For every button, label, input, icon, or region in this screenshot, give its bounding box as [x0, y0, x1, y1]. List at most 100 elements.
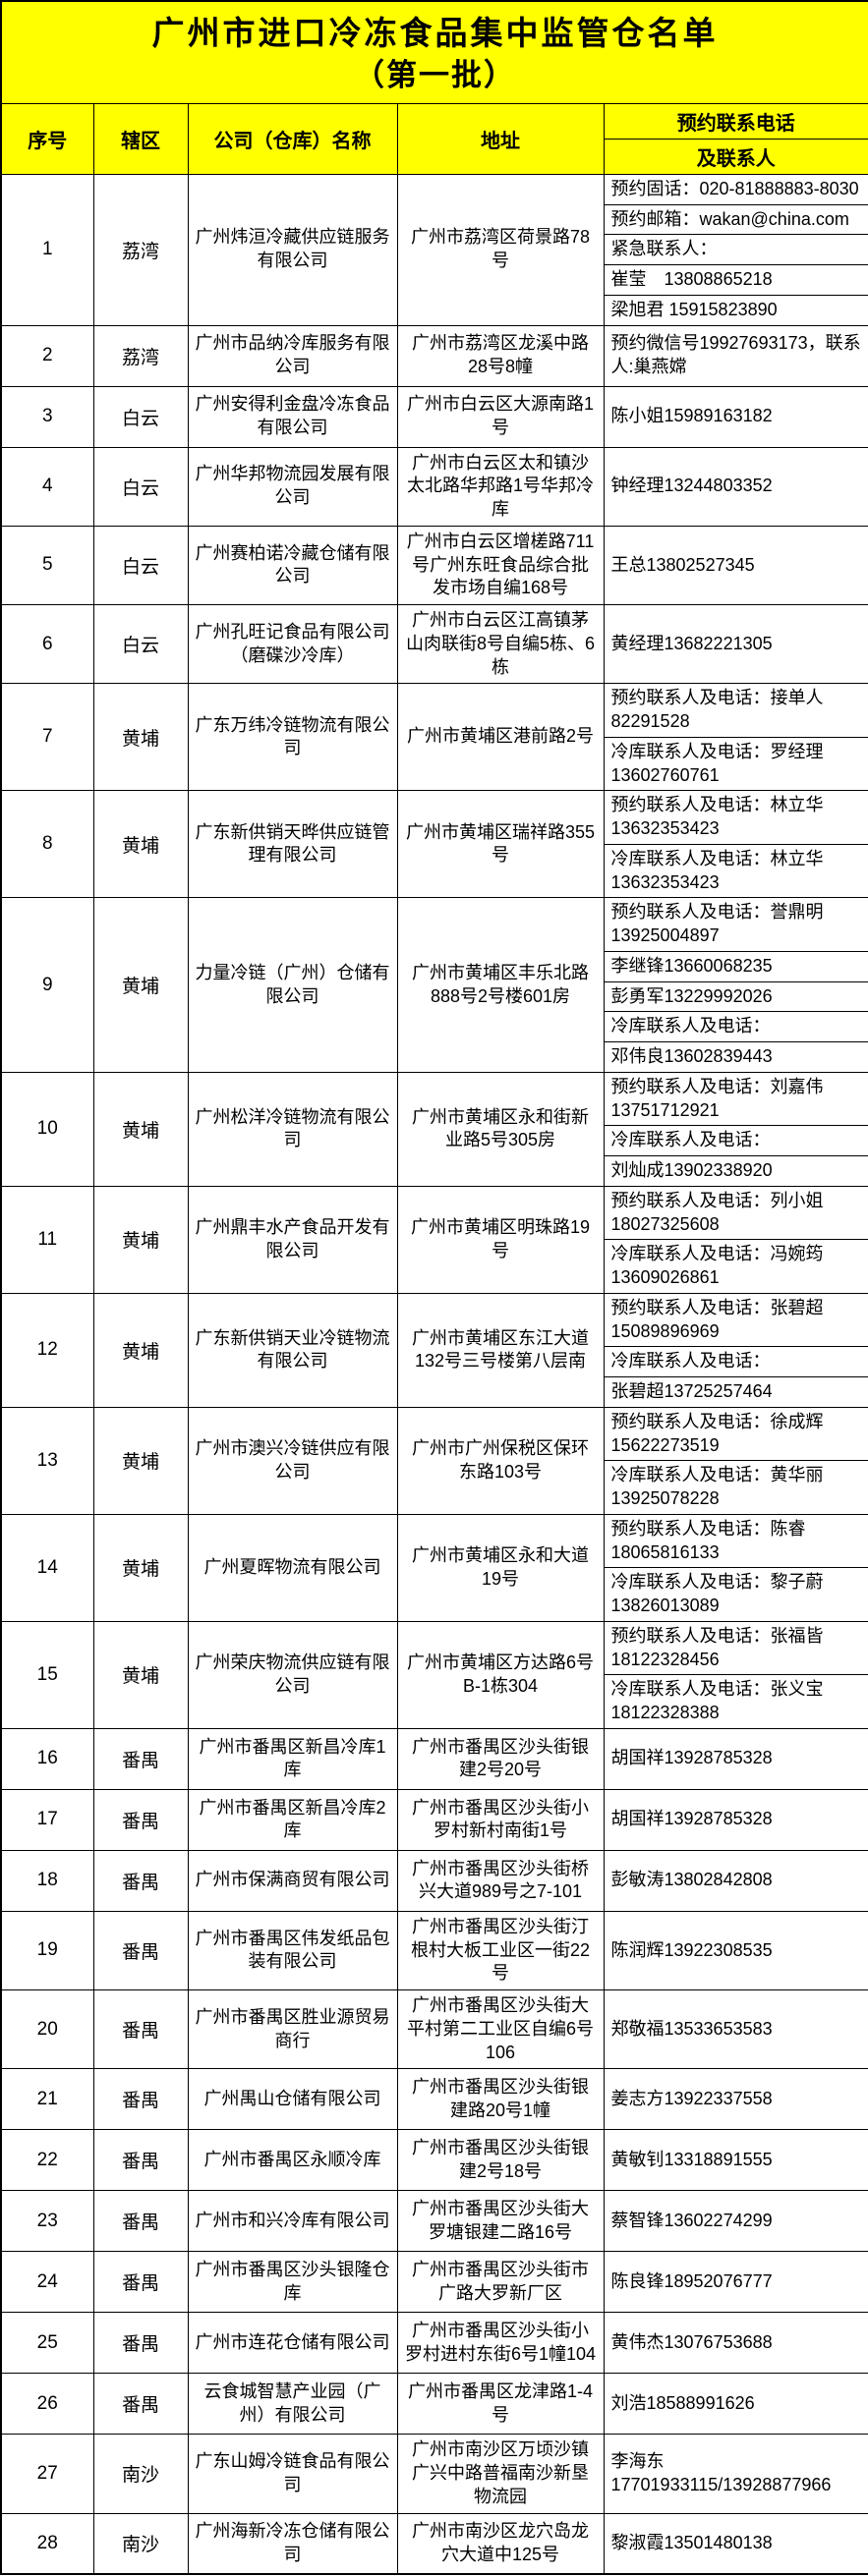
table-row: 19 番禺 广州市番禺区伟发纸品包装有限公司 广州市番禺区沙头街汀根村大板工业区一街2…	[0, 1910, 868, 1991]
cell-contact: 陈润辉13922308535	[603, 1910, 868, 1991]
cell-contact: 预约联系人及电话：林立华13632353423 冷库联系人及电话：林立华13632…	[603, 790, 868, 899]
contact-entry: 紧急联系人：	[604, 234, 868, 264]
cell-seq: 27	[0, 2434, 94, 2514]
contact-entry: 冷库联系人及电话：黄华丽13925078228	[604, 1460, 868, 1514]
cell-address: 广州市白云区大源南路1号	[396, 385, 605, 448]
cell-company: 广州炜洹冷藏供应链服务有限公司	[187, 173, 398, 326]
table-row: 20 番禺 广州市番禺区胜业源贸易商行 广州市番禺区沙头街大平村第二工业区自编6号10…	[0, 1989, 868, 2070]
cell-contact: 黄伟杰13076753688	[603, 2312, 868, 2375]
contact-entry-stack: 预约联系人及电话：张碧超15089896969 冷库联系人及电话： 张碧超13725…	[604, 1294, 868, 1407]
contact-entry-stack: 预约联系人及电话：徐成辉15622273519 冷库联系人及电话：黄华丽13925…	[604, 1408, 868, 1514]
cell-address: 广州市番禺区沙头街小罗村进村东街6号1幢104	[396, 2312, 605, 2375]
cell-seq: 11	[0, 1185, 94, 1294]
cell-company: 广州海新冷冻仓储有限公司	[187, 2512, 398, 2575]
contact-entry: 钟经理13244803352	[610, 476, 773, 496]
contact-entry: 王总13802527345	[610, 554, 755, 575]
cell-seq: 16	[0, 1727, 94, 1790]
cell-contact: 李海东 17701933115/13928877966	[603, 2434, 868, 2514]
table-row: 4 白云 广州华邦物流园发展有限公司 广州市白云区太和镇沙太北路华邦路1号华邦冷库 钟经…	[0, 446, 868, 527]
cell-address: 广州市番禺区龙津路1-4号	[396, 2373, 605, 2436]
column-header-contact-bottom: 及联系人	[696, 147, 776, 170]
contact-entry: 冷库联系人及电话：冯婉筠13609026861	[604, 1239, 868, 1293]
cell-contact: 胡国祥13928785328	[603, 1727, 868, 1790]
cell-district: 黄埔	[92, 897, 189, 1073]
table-row: 15 黄埔 广州荣庆物流供应链有限公司 广州市黄埔区方达路6号B-1栋304 预约联系人…	[0, 1620, 868, 1729]
cell-seq: 9	[0, 897, 94, 1073]
contact-entry: 黄伟杰13076753688	[610, 2331, 773, 2352]
table-row: 27 南沙 广东山姆冷链食品有限公司 广州市南沙区万顷沙镇广兴中路普福南沙新垦物流园李…	[0, 2434, 868, 2514]
cell-company: 云食城智慧产业园（广州）有限公司	[187, 2373, 398, 2436]
contact-entry: 冷库联系人及电话：张义宝18122328388	[604, 1674, 868, 1728]
cell-contact: 预约固话：020-81888883-8030 预约邮箱：wakan@china.c…	[603, 173, 868, 326]
cell-seq: 19	[0, 1910, 94, 1991]
page-title: 广州市进口冷冻食品集中监管仓名单 （第一批）	[0, 0, 868, 104]
column-header-seq: 序号	[0, 102, 94, 175]
cell-address: 广州市白云区太和镇沙太北路华邦路1号华邦冷库	[396, 446, 605, 527]
contact-entry: 李继锋13660068235	[604, 950, 868, 981]
cell-contact: 彭敏涛13802842808	[603, 1849, 868, 1912]
cell-seq: 14	[0, 1513, 94, 1622]
cell-contact: 预约联系人及电话：张碧超15089896969 冷库联系人及电话： 张碧超13725…	[603, 1292, 868, 1408]
contact-entry: 彭勇军13229992026	[604, 980, 868, 1012]
contact-entry: 张碧超13725257464	[604, 1376, 868, 1407]
contact-entry: 梁旭君 15915823890	[604, 294, 868, 325]
cell-district: 番禺	[92, 2190, 189, 2253]
cell-district: 黄埔	[92, 1620, 189, 1729]
contact-entry-stack: 预约联系人及电话：刘嘉伟13751712921 冷库联系人及电话： 刘灿成13902…	[604, 1073, 868, 1186]
cell-company: 广州市番禺区伟发纸品包装有限公司	[187, 1910, 398, 1991]
cell-address: 广州市黄埔区港前路2号	[396, 683, 605, 792]
cell-district: 黄埔	[92, 1185, 189, 1294]
cell-seq: 10	[0, 1071, 94, 1187]
cell-company: 广东山姆冷链食品有限公司	[187, 2434, 398, 2514]
table-row: 25 番禺 广州市连花仓储有限公司 广州市番禺区沙头街小罗村进村东街6号1幢104 黄伟…	[0, 2312, 868, 2375]
table-row: 26 番禺 云食城智慧产业园（广州）有限公司 广州市番禺区龙津路1-4号 刘浩18588…	[0, 2373, 868, 2436]
cell-address: 广州市荔湾区龙溪中路28号8幢	[396, 324, 605, 387]
cell-contact: 蔡智锋13602274299	[603, 2190, 868, 2253]
table-row: 9 黄埔 力量冷链（广州）仓储有限公司 广州市黄埔区丰乐北路888号2号楼601房 预约…	[0, 897, 868, 1073]
cell-company: 广东万纬冷链物流有限公司	[187, 683, 398, 792]
cell-company: 广州市番禺区永顺冷库	[187, 2129, 398, 2192]
contact-entry: 刘灿成13902338920	[604, 1155, 868, 1186]
cell-seq: 3	[0, 385, 94, 448]
contact-entry: 陈良锋18952076777	[610, 2270, 773, 2291]
contact-entry: 胡国祥13928785328	[610, 1748, 773, 1768]
contact-entry: 冷库联系人及电话：罗经理13602760761	[604, 736, 868, 791]
cell-address: 广州市南沙区龙穴岛龙穴大道中125号	[396, 2512, 605, 2575]
cell-contact: 黄经理13682221305	[603, 604, 868, 685]
cell-district: 黄埔	[92, 1406, 189, 1515]
cell-district: 番禺	[92, 2068, 189, 2131]
cell-company: 广州禺山仓储有限公司	[187, 2068, 398, 2131]
cell-contact: 预约联系人及电话：刘嘉伟13751712921 冷库联系人及电话： 刘灿成13902…	[603, 1071, 868, 1187]
cell-address: 广州市番禺区沙头街大罗塘银建二路16号	[396, 2190, 605, 2253]
table-row: 8 黄埔 广东新供销天晔供应链管理有限公司 广州市黄埔区瑞祥路355号 预约联系人及电话…	[0, 790, 868, 899]
cell-address: 广州市番禺区沙头街银建2号20号	[396, 1727, 605, 1790]
cell-contact: 预约联系人及电话：张福皆18122328456 冷库联系人及电话：张义宝18122…	[603, 1620, 868, 1729]
cell-district: 番禺	[92, 1849, 189, 1912]
contact-entry: 预约联系人及电话：徐成辉15622273519	[610, 1411, 824, 1455]
column-header-row: 序号 辖区 公司（仓库）名称 地址 预约联系电话 及联系人	[0, 102, 868, 175]
cell-contact: 黎淑霞13501480138	[603, 2512, 868, 2575]
contact-entry: 预约联系人及电话：张碧超15089896969	[610, 1297, 824, 1341]
page-title-line1: 广州市进口冷冻食品集中监管仓名单	[151, 15, 719, 51]
cell-contact: 胡国祥13928785328	[603, 1788, 868, 1851]
cell-company: 广州市澳兴冷链供应有限公司	[187, 1406, 398, 1515]
cell-company: 广州市番禺区新昌冷库1库	[187, 1727, 398, 1790]
contact-entry-stack: 预约联系人及电话：张福皆18122328456 冷库联系人及电话：张义宝18122…	[604, 1622, 868, 1728]
cell-seq: 24	[0, 2251, 94, 2314]
cell-company: 广东新供销天业冷链物流有限公司	[187, 1292, 398, 1408]
table-row: 10 黄埔 广州松洋冷链物流有限公司 广州市黄埔区永和街新业路5号305房 预约联系人及…	[0, 1071, 868, 1187]
table-body: 1 荔湾 广州炜洹冷藏供应链服务有限公司 广州市荔湾区荷景路78号 预约固话：020-8…	[0, 173, 868, 2575]
cell-district: 黄埔	[92, 790, 189, 899]
contact-entry: 冷库联系人及电话：林立华13632353423	[604, 843, 868, 898]
cell-contact: 姜志方13922337558	[603, 2068, 868, 2131]
cell-district: 番禺	[92, 1788, 189, 1851]
cell-address: 广州市黄埔区东江大道132号三号楼第八层南	[396, 1292, 605, 1408]
table-row: 14 黄埔 广州夏晖物流有限公司 广州市黄埔区永和大道19号 预约联系人及电话：陈睿18…	[0, 1513, 868, 1622]
column-header-address: 地址	[396, 102, 605, 175]
table-row: 18 番禺 广州市保满商贸有限公司 广州市番禺区沙头街桥兴大道989号之7-101 彭敏…	[0, 1849, 868, 1912]
contact-entry: 冷库联系人及电话：	[604, 1346, 868, 1376]
cell-district: 黄埔	[92, 1292, 189, 1408]
contact-entry-stack: 预约联系人及电话：接单人82291528 冷库联系人及电话：罗经理13602760…	[604, 684, 868, 791]
cell-district: 白云	[92, 385, 189, 448]
